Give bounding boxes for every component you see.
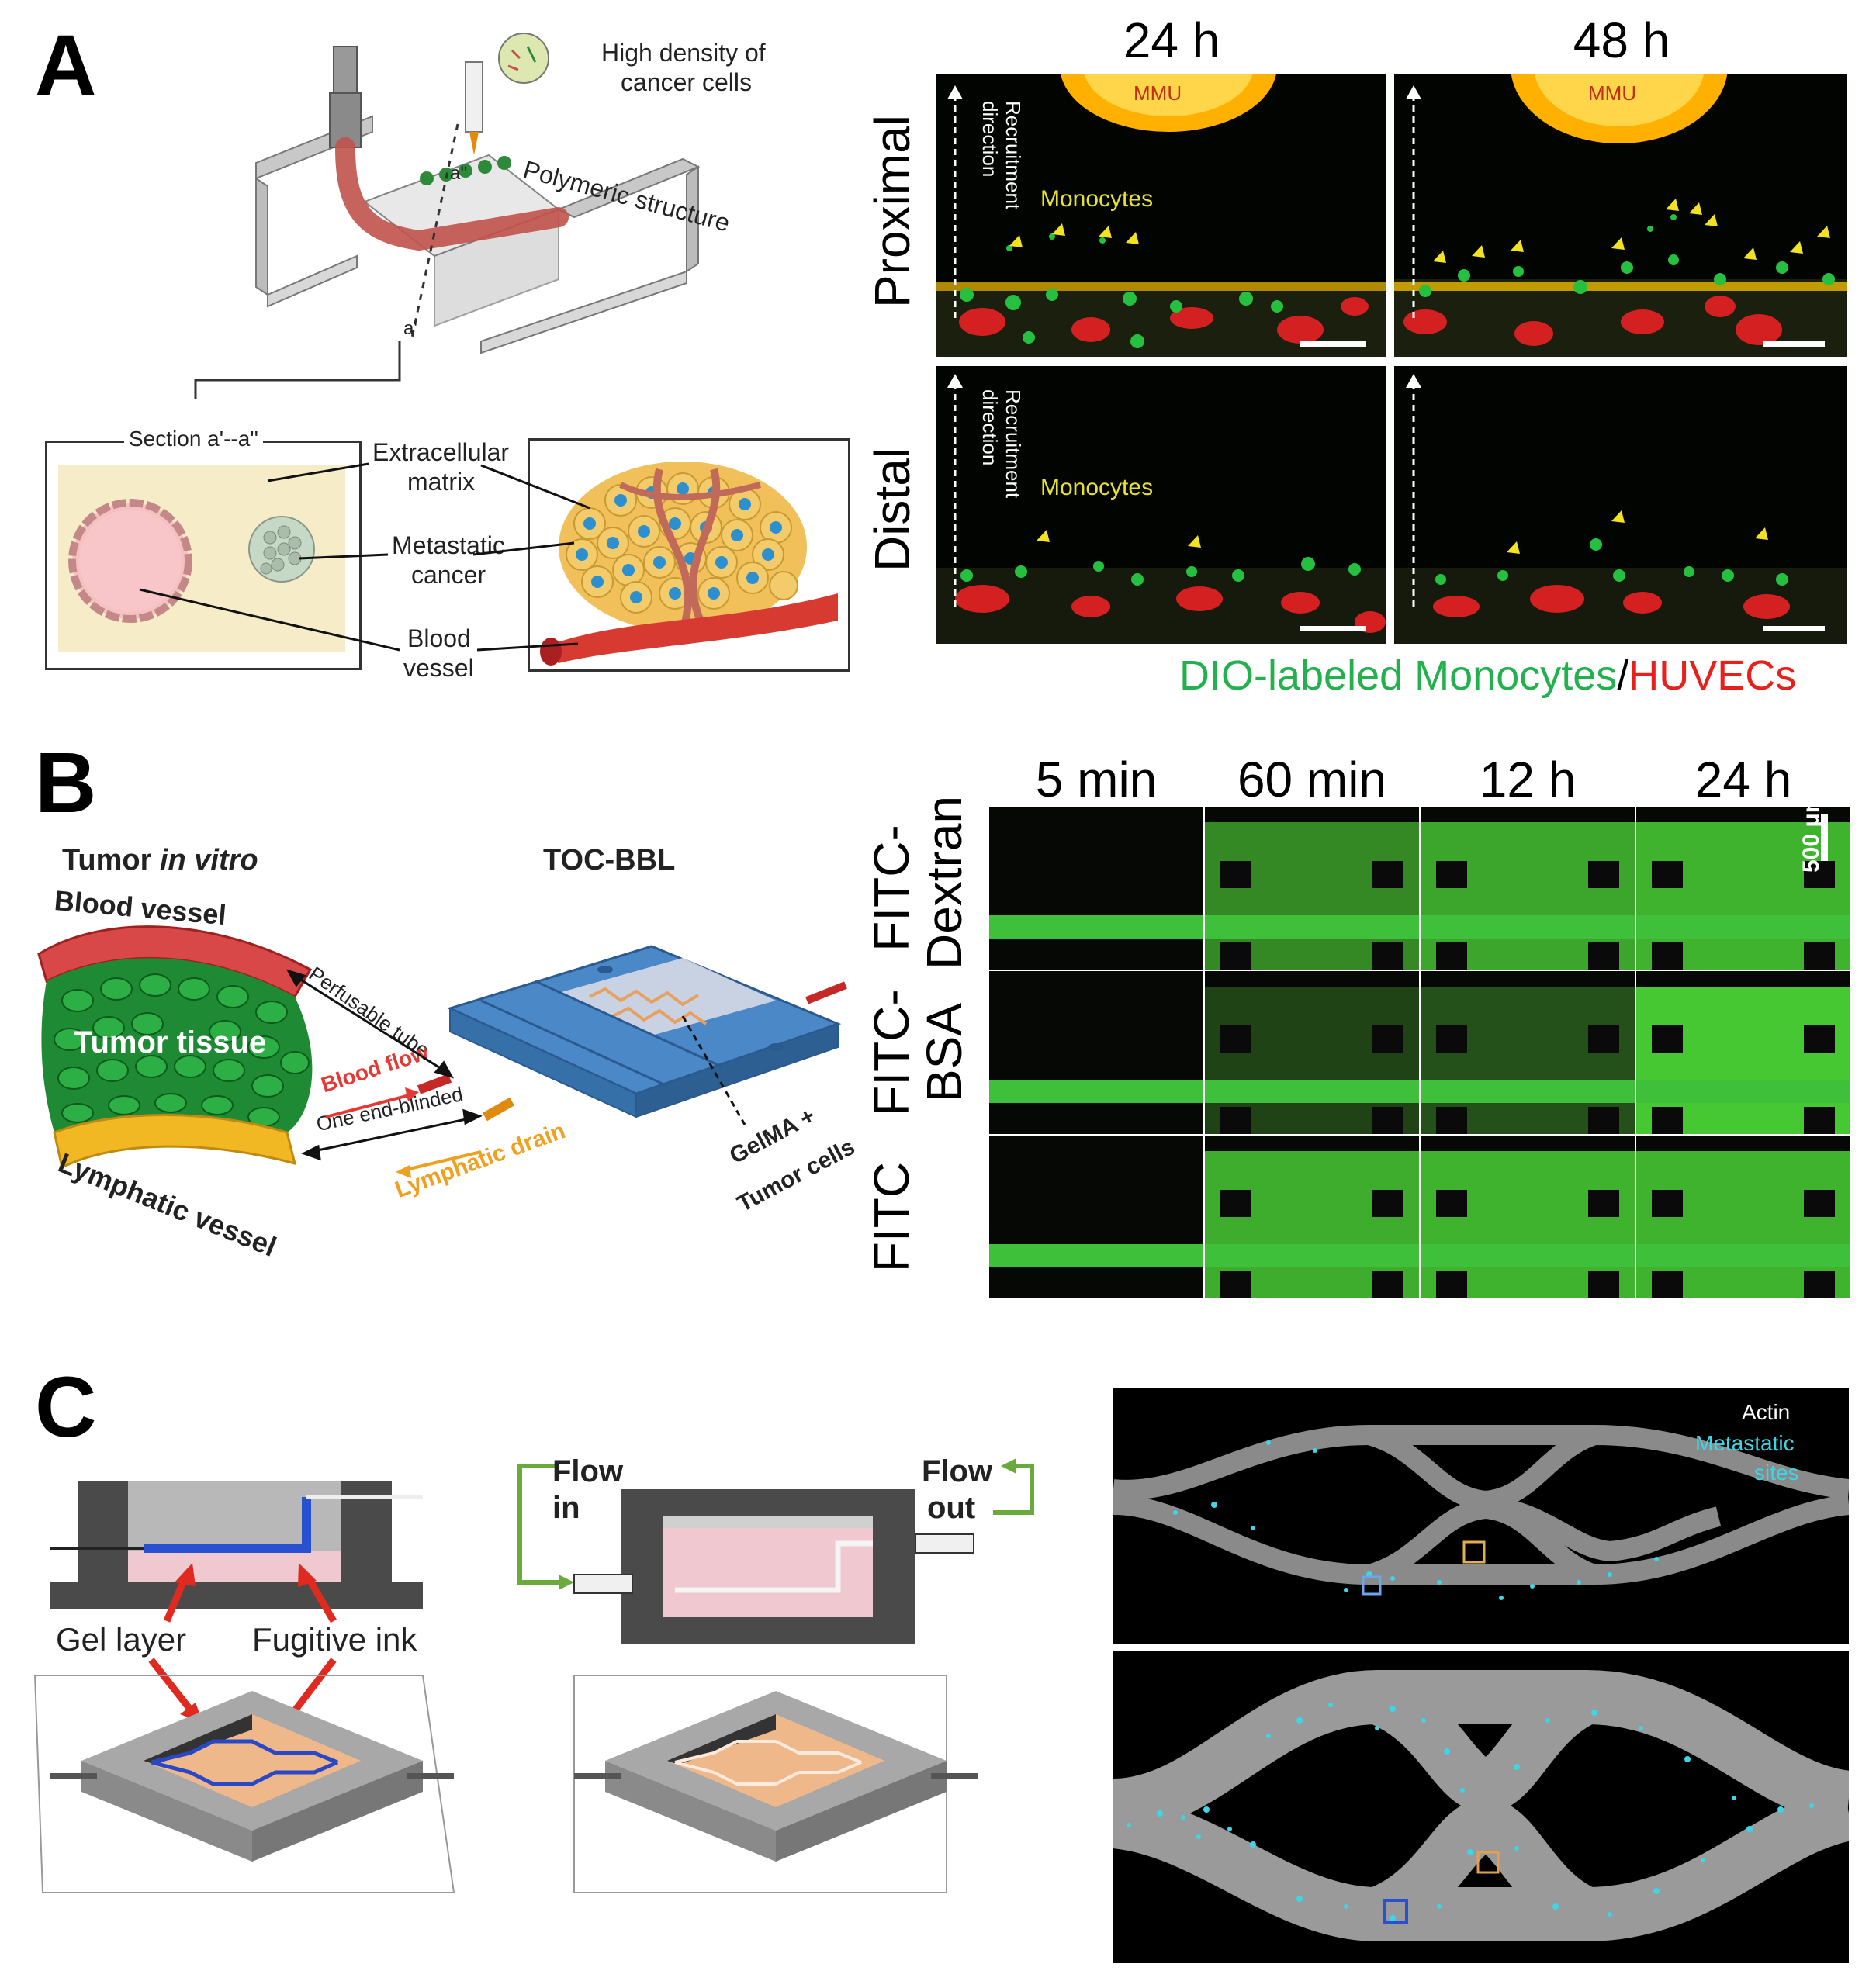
fugitive-ink-label: Fugitive ink [252, 1621, 417, 1658]
panel-b-micrograph-grid [989, 807, 1850, 1298]
legend-a: DIO-labeled Monocytes/HUVECs [1179, 652, 1796, 700]
vessel-label-line2: vessel [403, 654, 474, 682]
col-5-min: 5 min [1035, 752, 1158, 807]
legend-red: HUVECs [1628, 652, 1797, 699]
row-proximal: Proximal [864, 115, 920, 308]
callout-density-line2: cancer cells [621, 68, 752, 96]
micrograph-distal-48h [1394, 366, 1847, 644]
micrograph-b-r2-c1 [1205, 1136, 1419, 1298]
flow-in-label-line2: in [552, 1491, 580, 1525]
device-cross-section-ink [50, 1481, 423, 1609]
monocytes-label-24h-p: Monocytes [1040, 186, 1154, 212]
ecm-label-line2: matrix [407, 468, 476, 496]
actin-legend: Actin [1742, 1400, 1791, 1424]
ecm-label-line1: Extracellular [372, 438, 510, 466]
col-24-h: 24 h [1694, 752, 1792, 807]
section-title: Section a'--a'' [124, 427, 264, 451]
callout-density-line1: High density of [601, 39, 766, 67]
recruitment-label-24h-p: Recruitment direction [978, 101, 1025, 210]
flow-out-label-line1: Flow [922, 1454, 993, 1488]
tumor-in-vitro-drawing [37, 925, 313, 1170]
toc-bbl-device [417, 945, 847, 1125]
monocytes-label-24h-d: Monocytes [1040, 475, 1154, 500]
metastatic-legend-line1: Metastatic [1695, 1431, 1795, 1455]
micrograph-proximal-48h: MMU [1394, 74, 1847, 357]
section-drawing [68, 499, 315, 623]
col-60-min: 60 min [1237, 752, 1387, 807]
metastatic-legend-line2: sites [1754, 1461, 1799, 1485]
panel-letter-a: A [35, 18, 97, 113]
micrograph-distal-24h: Recruitment direction Monocytes [936, 366, 1386, 644]
row-label-fitc: FITC [864, 1161, 919, 1273]
micrograph-proximal-24h: MMU Recruitment direction Monocytes [936, 74, 1386, 357]
device-3d-ink [33, 1675, 455, 1893]
device-3d-schematic [194, 33, 701, 399]
micrograph-b-r1-c1 [1205, 971, 1419, 1134]
row-label-fitcbsa: FITC- BSA [864, 989, 972, 1116]
micrograph-b-r1-c2 [1421, 971, 1635, 1134]
panel-letter-b: B [35, 735, 97, 831]
micrograph-b-r2-c3 [1636, 1136, 1850, 1298]
micrograph-b-r0-c1 [1205, 807, 1419, 970]
gel-layer-label: Gel layer [56, 1621, 187, 1658]
micrograph-b-r0-c0 [989, 807, 1203, 970]
col-24h: 24 h [1123, 12, 1220, 68]
vessel-label-line1: Blood [407, 624, 471, 652]
panel-b-arrows [286, 969, 483, 1178]
recruitment-label-24h-d: Recruitment direction [978, 389, 1025, 499]
device-3d-flow [573, 1675, 978, 1893]
tumor-in-vitro-title: Tumor in vitro [62, 844, 258, 876]
tumor-tissue-label: Tumor tissue [74, 1025, 267, 1060]
panel-letter-c: C [35, 1360, 97, 1455]
mmu-label-48h: MMU [1588, 81, 1637, 105]
device-cross-section-flow [517, 1458, 1034, 1644]
flow-out-label-line2: out [927, 1491, 976, 1525]
panel-c-red-arrows [148, 1563, 337, 1734]
metastatic-label-line2: cancer [411, 561, 486, 589]
micrograph-b-r0-c2 [1421, 807, 1635, 970]
mmu-label-24h: MMU [1134, 81, 1182, 105]
legend-sep: / [1617, 652, 1629, 699]
section-leader-lines [139, 462, 590, 652]
scale-bar-line [1821, 814, 1828, 861]
micrograph-b-r2-c0 [989, 1136, 1203, 1298]
micrograph-b-r1-c0 [989, 971, 1203, 1134]
section-mark-bottom: a' [403, 318, 417, 339]
metastatic-sites-map [1113, 1651, 1849, 1963]
actin-network-image: Actin Metastatic sites [1113, 1388, 1849, 1644]
row-distal: Distal [864, 447, 920, 572]
tumor-illustration [540, 462, 838, 666]
legend-green: DIO-labeled Monocytes [1179, 652, 1618, 699]
col-12-h: 12 h [1479, 752, 1577, 807]
row-label-fitcdextran: FITC- Dextran [864, 795, 972, 970]
col-48h: 48 h [1573, 12, 1670, 68]
micrograph-b-r0-c3 [1636, 807, 1850, 970]
flow-in-label-line1: Flow [552, 1454, 624, 1488]
metastatic-label-line1: Metastatic [392, 531, 505, 559]
micrograph-b-r1-c3 [1636, 971, 1850, 1134]
toc-bbl-title: TOC-BBL [543, 844, 676, 876]
section-mark-top: a'' [450, 163, 468, 184]
micrograph-b-r2-c2 [1421, 1136, 1635, 1298]
